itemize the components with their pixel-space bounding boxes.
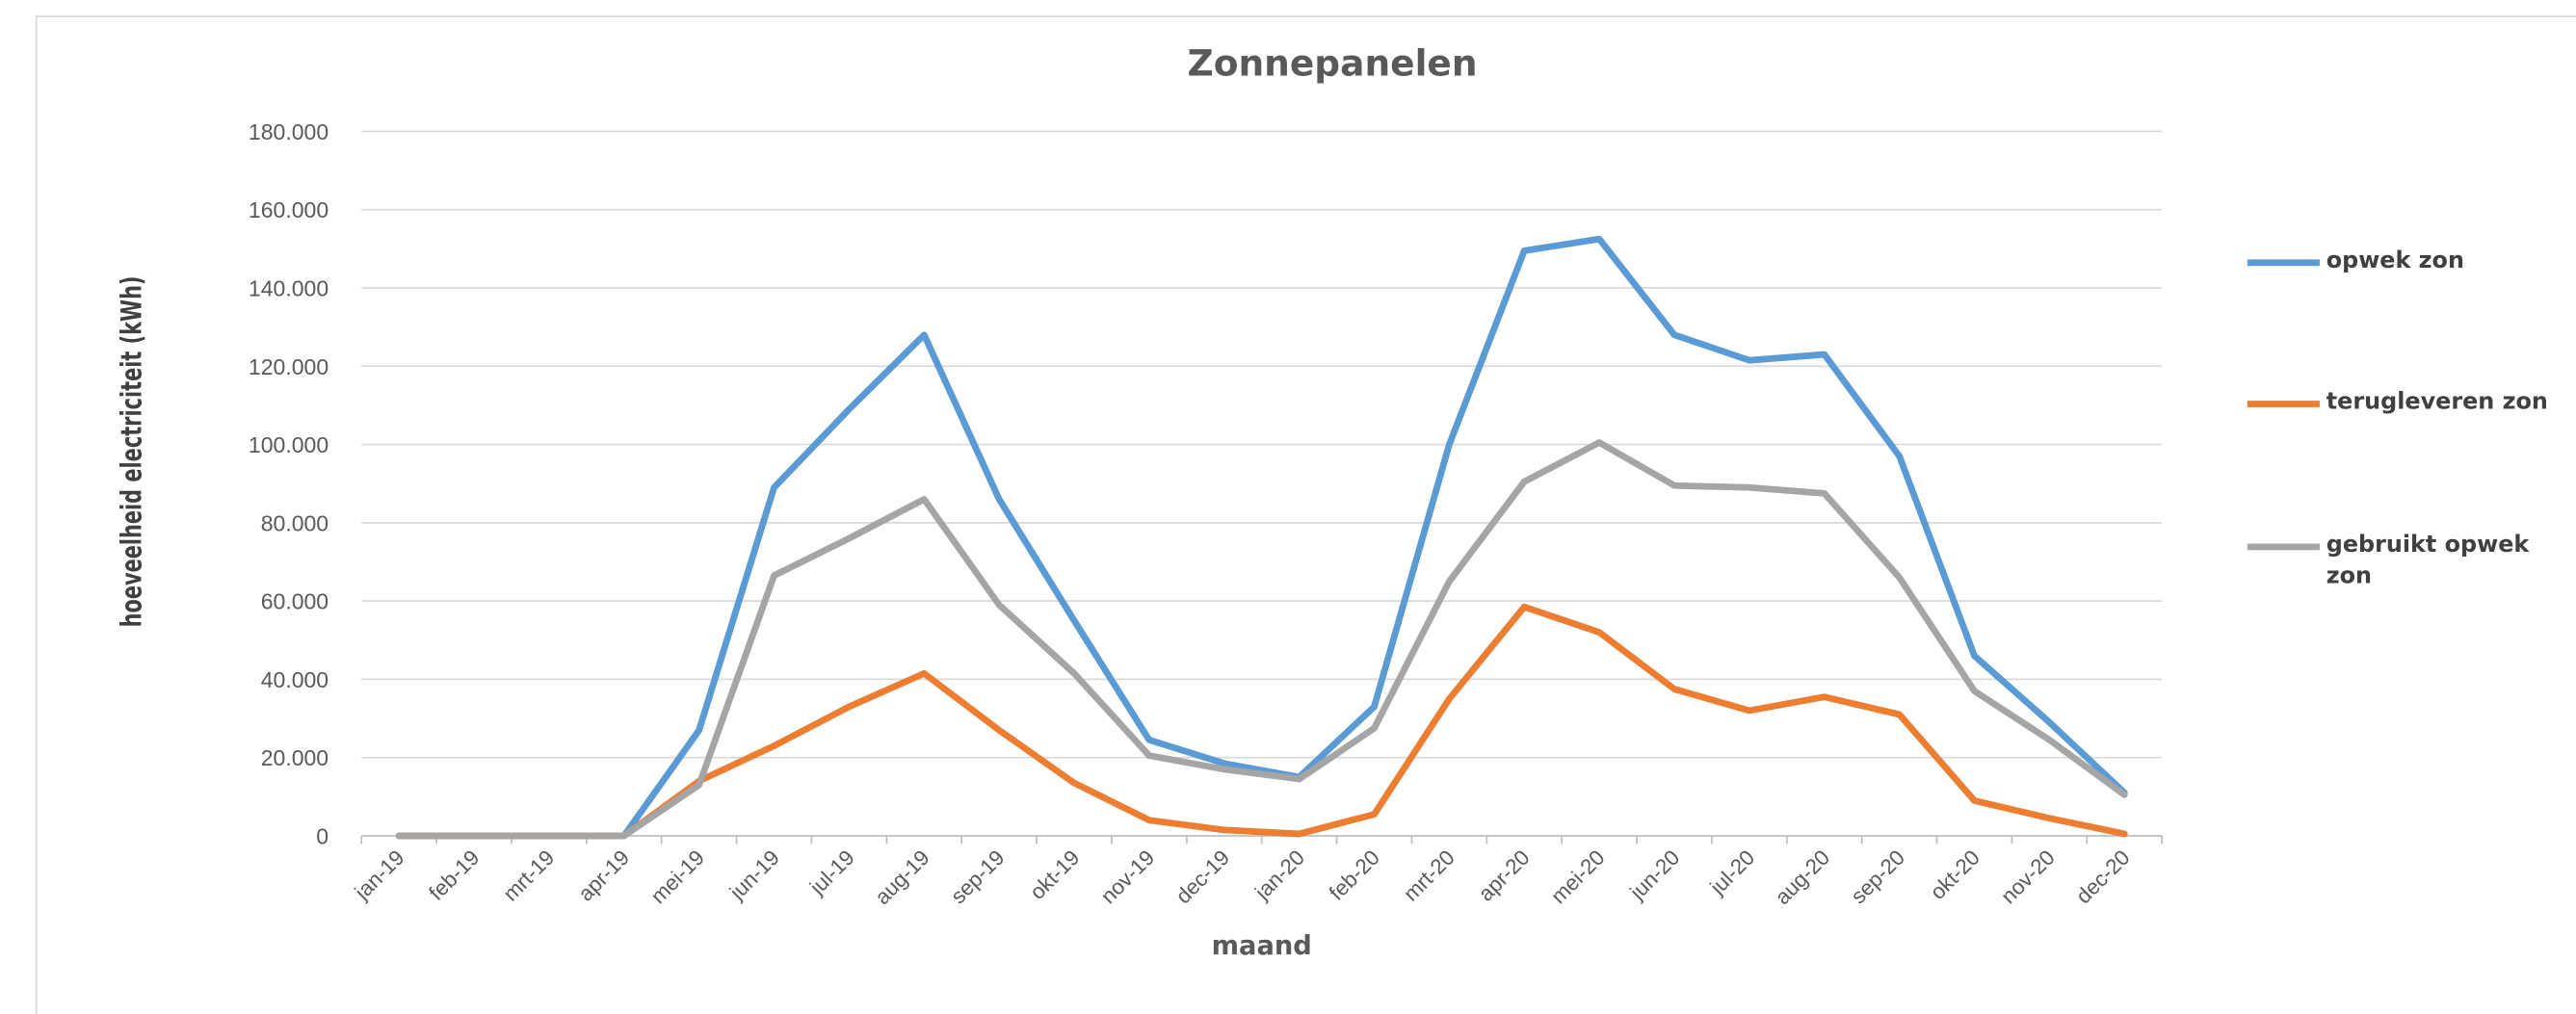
x-tick-label: dec-20 [2071,845,2135,909]
legend-entry: opwek zon [2326,247,2464,274]
y-tick-label: 140.000 [249,276,329,301]
x-tick-label: nov-19 [1096,845,1160,909]
y-tick-label: 160.000 [249,197,329,222]
y-tick-label: 180.000 [249,119,329,144]
series-line [395,439,2128,840]
x-tick-label: aug-19 [870,845,933,909]
x-tick-label: dec-19 [1171,845,1235,909]
chart-frame [35,15,2576,1014]
x-tick-label: okt-20 [1926,845,1985,904]
x-tick-label: jan-20 [1249,845,1309,905]
series-line [395,235,2128,840]
x-tick-label: feb-19 [424,845,484,905]
legend-entry: terugleveren zon [2326,389,2548,416]
legend-label: opwek zon [2326,247,2464,274]
x-tick-label: sep-19 [946,845,1010,909]
x-tick-label: mei-20 [1546,845,1610,909]
legend-entry: gebruikt opwek zon [2326,532,2530,590]
chart-title: Zonnepanelen [1188,41,1478,84]
x-tick-label: mei-19 [645,845,709,909]
legend-label: gebruikt opwek zon [2326,532,2530,590]
series-line [395,603,2128,840]
y-tick-label: 80.000 [261,510,329,535]
y-tick-label: 120.000 [249,354,329,379]
x-tick-label: aug-20 [1771,845,1834,909]
x-tick-label: okt-19 [1025,845,1084,904]
x-tick-label: sep-20 [1846,845,1909,909]
y-tick-label: 100.000 [249,432,329,457]
x-tick-label: nov-20 [1996,845,2060,909]
y-tick-label: 40.000 [261,667,329,692]
x-tick-label: jul-20 [1705,845,1760,900]
x-tick-label: mrt-19 [498,845,559,906]
x-tick-label: mrt-20 [1399,845,1459,906]
x-axis-title: maand [1212,931,1312,961]
x-tick-label: apr-19 [573,845,634,906]
x-tick-label: jan-19 [350,845,409,905]
x-tick-label: feb-20 [1325,845,1384,905]
y-tick-label: 20.000 [261,745,329,770]
legend-label: terugleveren zon [2326,389,2548,416]
x-tick-label: jun-20 [1624,845,1684,905]
x-tick-label: jun-19 [724,845,784,905]
x-tick-label: apr-20 [1474,845,1535,906]
y-axis-title: hoeveelheid electriciteit (kWh) [116,276,147,628]
y-tick-label: 60.000 [261,589,329,614]
x-tick-label: jul-19 [804,845,859,900]
y-tick-label: 0 [316,824,329,849]
